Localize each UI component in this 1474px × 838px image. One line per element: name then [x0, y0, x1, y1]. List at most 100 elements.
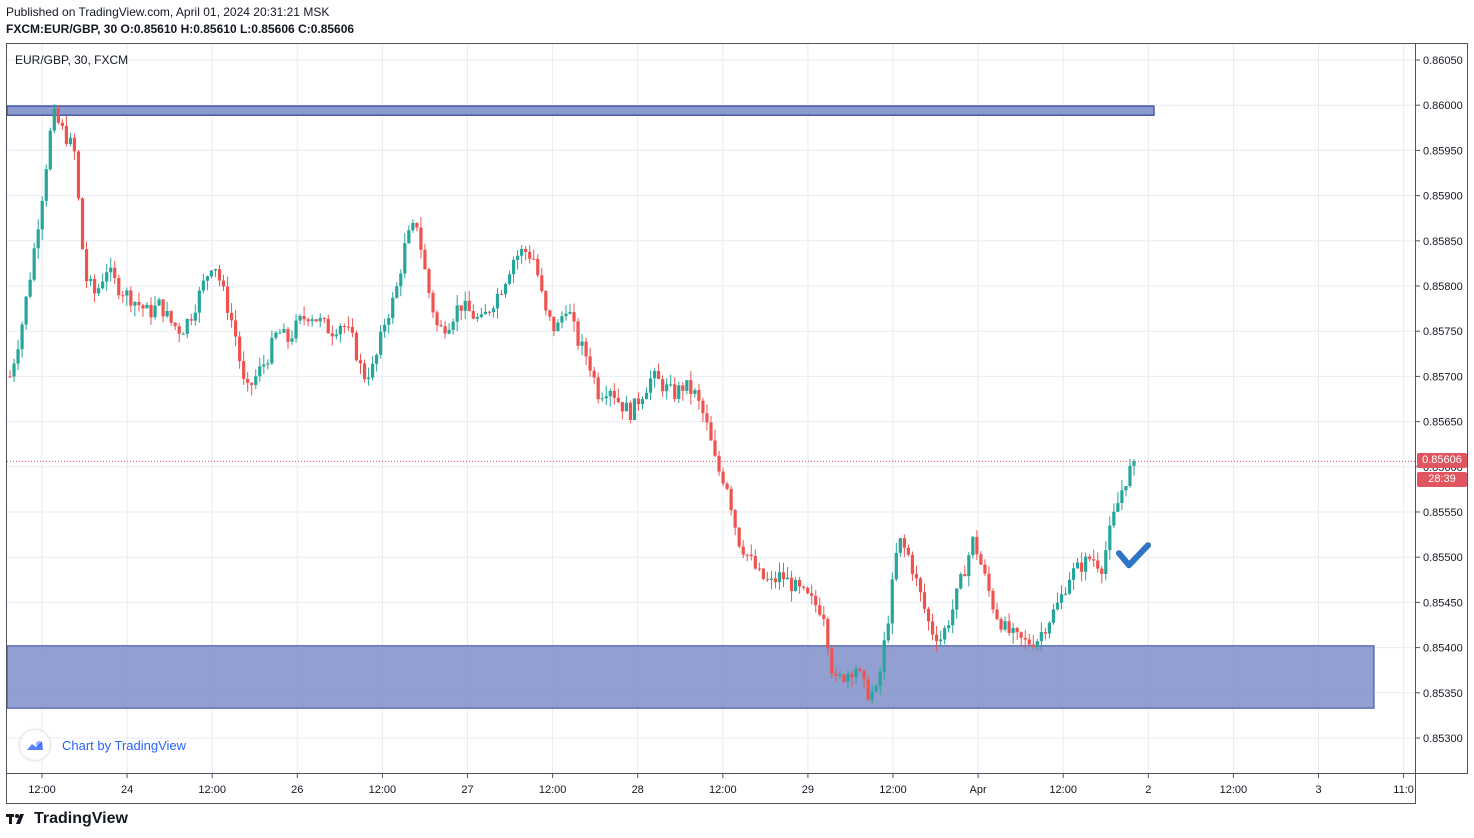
candle-body: [1039, 632, 1043, 642]
x-tick-label: 12:00: [1220, 784, 1248, 796]
candle-body: [157, 299, 161, 306]
candle-body: [97, 288, 101, 294]
candle-body: [40, 200, 44, 230]
candle-body: [532, 258, 536, 260]
candle-body: [793, 579, 798, 591]
candle-body: [963, 574, 967, 577]
y-tick-label: 0.85750: [1423, 326, 1463, 338]
candle-body: [556, 322, 560, 332]
candle-body: [346, 326, 351, 328]
support-zone: [6, 645, 1375, 709]
candle-body: [1108, 525, 1112, 551]
candle-body: [1088, 556, 1092, 560]
candle-body: [189, 319, 193, 321]
symbol-interval: FXCM:EUR/GBP, 30: [6, 22, 118, 36]
candle-body: [205, 276, 210, 281]
candle-body: [955, 588, 959, 610]
candle-body: [72, 137, 77, 152]
candle-body: [1019, 632, 1023, 638]
candle-body: [866, 679, 870, 700]
x-tick-label: 28: [632, 784, 644, 796]
candle-body: [262, 364, 266, 367]
candle-body: [745, 554, 749, 556]
candle-body: [447, 329, 451, 334]
resistance-zone: [6, 105, 1155, 116]
candle-body: [463, 300, 467, 311]
y-tick-label: 0.86000: [1423, 100, 1463, 112]
tradingview-watermark[interactable]: Chart by TradingView: [20, 730, 186, 760]
candle-body: [576, 321, 580, 346]
x-tick-label: 12:00: [709, 784, 737, 796]
candle-body: [874, 685, 878, 692]
candle-body: [109, 267, 113, 273]
candle-body: [620, 402, 624, 412]
candle-body: [1071, 568, 1076, 580]
y-tick-label: 0.85400: [1423, 643, 1463, 655]
candle-body: [971, 536, 975, 556]
candle-body: [475, 316, 479, 319]
low-value: 0.85606: [251, 22, 295, 36]
candle-body: [12, 363, 16, 377]
candle-body: [810, 593, 814, 596]
candle-body: [673, 384, 677, 399]
candle-body: [387, 318, 391, 325]
candle-body: [322, 318, 326, 320]
candle-body: [886, 623, 890, 641]
candle-body: [399, 273, 403, 287]
candle-body: [947, 625, 951, 629]
candle-body: [624, 402, 628, 412]
candle-body: [88, 279, 93, 282]
candle-body: [898, 538, 902, 553]
candle-body: [125, 290, 129, 296]
candle-body: [427, 269, 431, 293]
candle-body: [1128, 465, 1132, 486]
published-info: Published on TradingView.com, April 01, …: [6, 5, 330, 19]
candle-body: [326, 318, 330, 334]
candle-body: [789, 577, 794, 591]
y-tick-label: 0.85950: [1423, 145, 1463, 157]
candle-body: [80, 198, 85, 250]
high-value: 0.85610: [193, 22, 237, 36]
candle-body: [644, 392, 649, 400]
candle-body: [636, 398, 641, 405]
candle-body: [1003, 621, 1007, 630]
countdown-tag: 28:39: [1417, 472, 1467, 487]
candle-body: [314, 319, 318, 322]
candle-body: [665, 384, 669, 392]
candle-body: [366, 377, 371, 379]
candle-body: [20, 324, 24, 350]
candle-body: [495, 293, 500, 309]
candle-body: [1027, 639, 1031, 645]
candle-body: [934, 634, 939, 642]
chart-pane[interactable]: [6, 43, 1416, 774]
candle-body: [286, 329, 290, 342]
candle-body: [24, 296, 28, 325]
candle-body: [221, 280, 226, 287]
candle-body: [939, 639, 943, 642]
candle-body: [862, 670, 866, 680]
candle-body: [943, 628, 947, 640]
high-label: H:: [180, 22, 194, 36]
x-tick-label: Apr: [970, 784, 987, 796]
candle-body: [391, 297, 395, 319]
candle-body: [411, 223, 415, 231]
price-axis[interactable]: [1416, 43, 1468, 774]
candle-body: [890, 579, 894, 624]
candle-body: [677, 385, 681, 399]
candle-body: [1051, 609, 1056, 623]
candle-body: [983, 564, 987, 574]
candle-body: [471, 311, 475, 319]
candle-body: [278, 332, 282, 334]
candle-body: [443, 326, 447, 334]
candle-body: [826, 618, 830, 649]
candle-body: [181, 333, 185, 335]
y-tick-label: 0.85450: [1423, 597, 1463, 609]
time-axis[interactable]: [6, 774, 1416, 804]
candle-body: [1075, 562, 1080, 569]
candle-body: [802, 586, 806, 588]
candle-body: [540, 275, 544, 292]
candle-body: [375, 354, 379, 364]
candle-body: [544, 291, 548, 311]
candle-body: [1047, 622, 1051, 634]
